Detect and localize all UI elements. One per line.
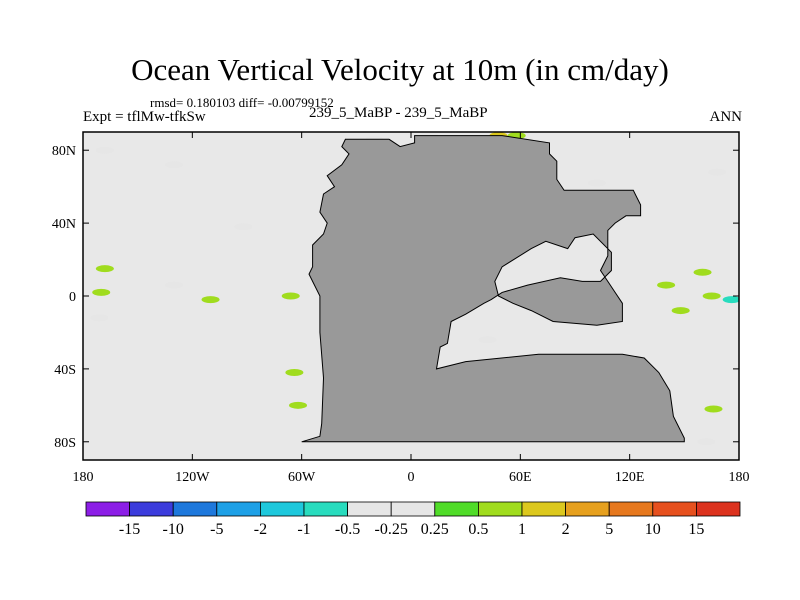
colorbar-swatch (85, 501, 130, 517)
colorbar-label: -15 (119, 521, 140, 538)
colorbar-swatch (347, 501, 392, 517)
velocity-patch (165, 281, 184, 289)
colorbar-label: -1 (297, 521, 310, 538)
chart-subtitle: 239_5_MaBP - 239_5_MaBP (309, 105, 488, 121)
velocity-patch (289, 401, 308, 409)
colorbar-label: -0.5 (335, 521, 360, 538)
colorbar-label: 2 (562, 521, 570, 538)
velocity-patch (201, 296, 220, 304)
colorbar-swatch (434, 501, 479, 517)
colorbar-swatch (521, 501, 566, 517)
x-tick-label: 60E (509, 470, 532, 485)
x-tick-label: 120W (175, 470, 210, 485)
x-axis: 180 120W 60W 0 60E 120E 180 (73, 132, 750, 485)
colorbar-label: -2 (254, 521, 267, 538)
colorbar-swatch (390, 501, 436, 517)
colorbar-label: -5 (210, 521, 223, 538)
x-tick-label: 60W (288, 470, 316, 485)
velocity-patch (708, 168, 727, 176)
velocity-patch (671, 307, 690, 315)
velocity-patch (704, 405, 723, 413)
colorbar-swatch (608, 501, 654, 517)
colorbar-swatch (259, 501, 305, 517)
colorbar-label: -10 (163, 521, 184, 538)
colorbar-label: 15 (688, 521, 704, 538)
velocity-patch (587, 179, 606, 187)
y-tick-label: 80S (54, 436, 76, 451)
x-tick-label: 180 (729, 470, 750, 485)
colorbar-label: -0.25 (375, 521, 408, 538)
velocity-patch (697, 438, 716, 446)
colorbar-swatch (652, 501, 697, 517)
colorbar-label: 5 (605, 521, 613, 538)
colorbar-swatch (696, 501, 741, 517)
velocity-patch (702, 292, 721, 300)
velocity-patch (693, 268, 712, 276)
colorbar-swatch (129, 501, 174, 517)
y-tick-label: 0 (69, 290, 76, 305)
y-tick-label: 40S (54, 363, 76, 378)
y-axis: 80N 40N 0 40S 80S (52, 144, 739, 451)
colorbar-swatch (565, 501, 610, 517)
x-tick-label: 120E (615, 470, 645, 485)
colorbar-swatch (303, 501, 348, 517)
velocity-patch (234, 223, 253, 231)
velocity-patch (478, 336, 497, 344)
velocity-patch (281, 292, 300, 300)
velocity-patch (165, 161, 184, 169)
colorbar-swatch (172, 501, 218, 517)
experiment-label: Expt = tflMw-tfkSw (83, 109, 206, 125)
velocity-patch (95, 146, 114, 154)
season-label: ANN (709, 109, 743, 125)
x-tick-label: 0 (408, 470, 415, 485)
velocity-patch (92, 288, 111, 296)
y-tick-label: 80N (52, 144, 76, 159)
velocity-patch (657, 281, 676, 289)
colorbar-label: 1 (518, 521, 526, 538)
stats-text: rmsd= 0.180103 diff= -0.00799152 (150, 95, 334, 110)
velocity-patch (285, 369, 304, 377)
colorbar-swatch (477, 501, 523, 517)
colorbar-label: 10 (645, 521, 661, 538)
velocity-patch (90, 314, 109, 322)
colorbar-label: 0.25 (421, 521, 449, 538)
chart-title: Ocean Vertical Velocity at 10m (in cm/da… (131, 52, 669, 87)
velocity-patch (95, 265, 114, 273)
x-tick-label: 180 (73, 470, 94, 485)
colorbar: -15 -10 -5 -2 -1 -0.5 -0.25 0.25 0.5 1 2 5 10 15 (85, 501, 741, 538)
colorbar-swatch (216, 501, 261, 517)
velocity-patch (722, 296, 739, 304)
land-mass (301, 135, 685, 443)
colorbar-label: 0.5 (468, 521, 488, 538)
y-tick-label: 40N (52, 217, 76, 232)
